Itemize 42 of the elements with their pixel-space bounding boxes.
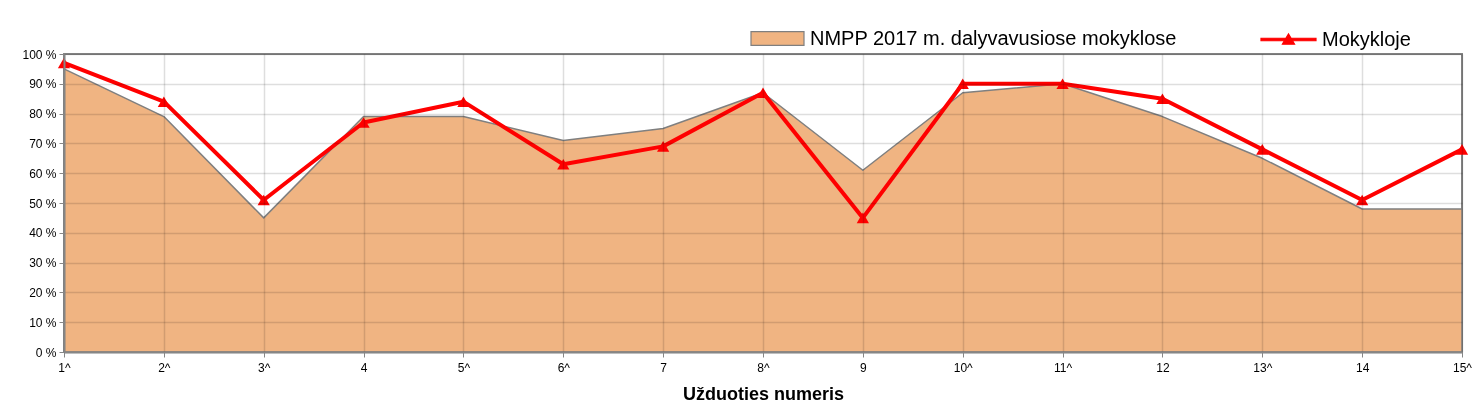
point [157,96,170,107]
point [856,212,869,224]
point [1356,194,1369,206]
x-tick-label: 11^ [1054,360,1073,375]
y-tick-label: 40 % [29,226,57,241]
x-tick-label: 5^ [457,360,471,375]
point [1256,144,1269,155]
legend-label: NMPP 2017 m. dalyvavusiose mokyklose [810,26,1177,49]
x-tick-label: 7 [660,360,668,375]
point [1156,93,1169,104]
x-tick-label: 4 [360,360,368,375]
x-axis-title: Užduoties numeris [682,383,845,404]
point [257,194,270,206]
y-tick-label: 60 % [29,166,57,181]
x-tick-label: 6^ [557,360,571,375]
point [457,96,470,107]
point [1056,78,1069,90]
y-tick-label: 70 % [29,136,57,151]
legend-label: Mokykloje [1322,27,1411,50]
x-tick-label: 3^ [258,360,271,375]
y-tick-label: 90 % [29,77,57,92]
point [756,87,770,99]
y-tick-label: 30 % [29,256,57,271]
point [956,78,969,90]
x-tick-label: 8^ [757,360,771,375]
y-tick-label: 0 % [35,345,57,360]
y-tick-label: 80 % [29,107,57,122]
x-tick-label: 2^ [158,360,171,375]
y-tick-label: 10 % [29,315,57,330]
y-tick-label: 20 % [29,285,57,300]
point [657,141,670,152]
x-tick-label: 13^ [1253,360,1273,375]
point [557,158,570,170]
x-tick-label: 9 [860,360,868,375]
x-tick-label: 1^ [58,360,72,375]
y-tick-label: 100 % [22,47,57,62]
point [1455,144,1469,155]
x-tick-label: 15^ [1453,360,1473,375]
x-tick-label: 12 [1156,360,1170,375]
x-tick-label: 10^ [953,360,974,375]
x-tick-label: 14 [1355,360,1370,375]
y-tick-label: 50 % [29,196,57,211]
